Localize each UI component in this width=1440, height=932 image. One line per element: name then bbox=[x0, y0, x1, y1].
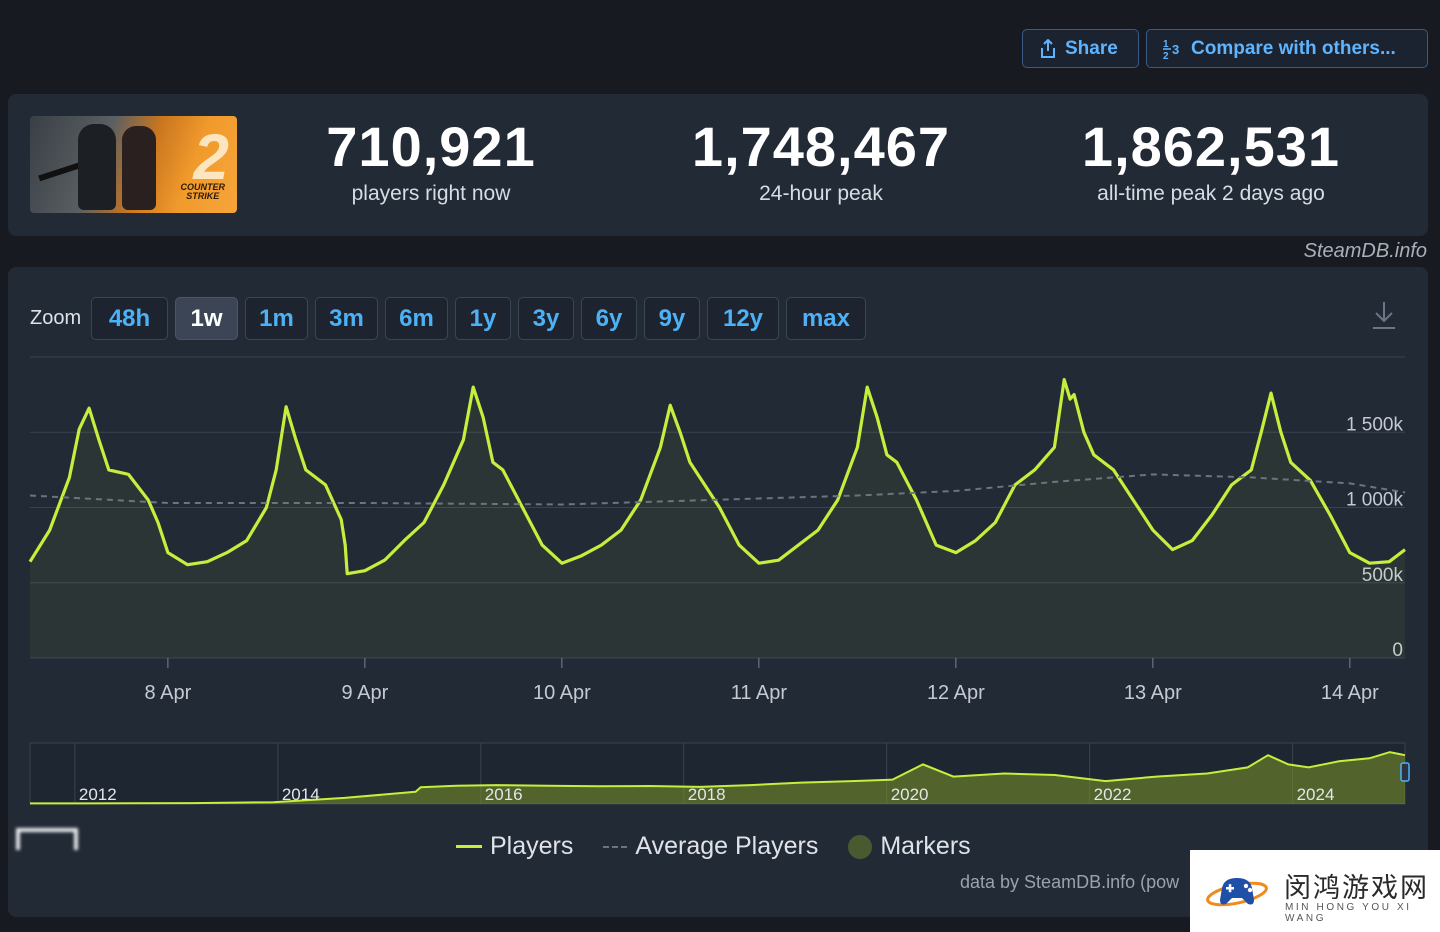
share-label: Share bbox=[1065, 37, 1118, 59]
zoom-option-1y[interactable]: 1y bbox=[455, 297, 511, 340]
game-cover-image[interactable]: 2 COUNTER STRIKE bbox=[30, 116, 237, 213]
share-button[interactable]: Share bbox=[1022, 29, 1139, 68]
download-icon[interactable] bbox=[1371, 300, 1397, 330]
zoom-option-1m[interactable]: 1m bbox=[245, 297, 308, 340]
peak-24h-value: 1,748,467 bbox=[691, 115, 951, 178]
compare-button[interactable]: 1 2 3 Compare with others... bbox=[1146, 29, 1428, 68]
legend-average-label: Average Players bbox=[635, 832, 819, 860]
svg-text:3: 3 bbox=[1172, 42, 1179, 57]
zoom-label: Zoom bbox=[30, 307, 82, 329]
x-tick-label: 8 Apr bbox=[145, 682, 192, 704]
x-tick-label: 10 Apr bbox=[533, 682, 591, 704]
legend-players[interactable]: Players bbox=[456, 832, 573, 861]
y-tick-label: 0 bbox=[1392, 640, 1403, 661]
navigator-tick-label: 2020 bbox=[891, 785, 929, 804]
y-tick-label: 1 500k bbox=[1346, 414, 1404, 435]
markers-swatch bbox=[848, 834, 873, 859]
zoom-option-1w[interactable]: 1w bbox=[175, 297, 238, 340]
players-area bbox=[30, 379, 1405, 658]
site-name-en: MIN HONG YOU XI WANG bbox=[1285, 902, 1412, 924]
all-time-peak-value: 1,862,531 bbox=[1081, 115, 1341, 178]
peak-24h-label: 24-hour peak bbox=[759, 182, 883, 205]
players-swatch bbox=[456, 845, 482, 848]
share-icon bbox=[1041, 38, 1055, 58]
average-swatch bbox=[603, 845, 628, 848]
compare-label: Compare with others... bbox=[1191, 37, 1396, 59]
peak-24h-stat: 1,748,467 24-hour peak bbox=[661, 116, 981, 206]
y-tick-label: 500k bbox=[1362, 565, 1404, 586]
navigator-tick-label: 2024 bbox=[1297, 785, 1335, 804]
svg-text:2: 2 bbox=[1163, 51, 1169, 60]
zoom-option-3y[interactable]: 3y bbox=[518, 297, 574, 340]
site-watermark-badge: 闵鸿游戏网 MIN HONG YOU XI WANG bbox=[1190, 850, 1440, 932]
x-tick-label: 13 Apr bbox=[1124, 682, 1182, 704]
navigator-tick-label: 2014 bbox=[282, 785, 320, 804]
navigator-line bbox=[30, 751, 1406, 805]
navigator-tick-label: 2022 bbox=[1094, 785, 1132, 804]
zoom-option-max[interactable]: max bbox=[786, 297, 866, 340]
legend-players-label: Players bbox=[490, 832, 574, 860]
x-tick-label: 14 Apr bbox=[1321, 682, 1379, 704]
cover-logo-text: COUNTER STRIKE bbox=[181, 183, 226, 201]
player-count-chart[interactable]: 0 500k 1 000k 1 500k 8 Apr 9 Apr 10 Apr 11 Apr 1… bbox=[8, 267, 1428, 827]
all-time-peak-stat[interactable]: 1,862,531 all-time peak 2 days ago bbox=[1051, 116, 1371, 206]
navigator-handle bbox=[1400, 762, 1410, 782]
zoom-option-9y[interactable]: 9y bbox=[644, 297, 700, 340]
average-players-line bbox=[29, 473, 1406, 506]
players-line bbox=[28, 378, 1406, 576]
current-players-value: 710,921 bbox=[326, 115, 536, 178]
x-tick-label: 11 Apr bbox=[731, 682, 788, 704]
cover-logo-number: 2 bbox=[193, 121, 229, 193]
zoom-option-3m[interactable]: 3m bbox=[315, 297, 378, 340]
site-name-cn: 闵鸿游戏网 bbox=[1284, 873, 1429, 904]
source-watermark: SteamDB.info bbox=[1303, 240, 1427, 262]
y-tick-label: 1 000k bbox=[1346, 490, 1404, 511]
navigator-tick-label: 2018 bbox=[688, 785, 726, 804]
navigator-area bbox=[30, 752, 1405, 804]
current-players-stat: 710,921 players right now bbox=[271, 116, 591, 206]
cover-logo-line2: STRIKE bbox=[186, 191, 220, 201]
current-players-label: players right now bbox=[351, 182, 511, 205]
blurred-logo bbox=[16, 826, 156, 862]
x-tick-label: 9 Apr bbox=[342, 682, 389, 704]
legend-markers[interactable]: Markers bbox=[848, 832, 971, 861]
data-credit[interactable]: data by SteamDB.info (pow bbox=[960, 872, 1180, 892]
legend-average[interactable]: Average Players bbox=[603, 832, 818, 861]
svg-text:1: 1 bbox=[1163, 39, 1169, 50]
zoom-option-6m[interactable]: 6m bbox=[385, 297, 448, 340]
gamepad-logo-icon bbox=[1206, 878, 1268, 907]
top-bar: Share 1 2 3 Compare with others... bbox=[0, 0, 1440, 92]
all-time-peak-label: all-time peak 2 days ago bbox=[1097, 182, 1325, 205]
chart-legend: Players Average Players Markers bbox=[456, 832, 971, 861]
cover-art-figure bbox=[122, 126, 156, 210]
legend-markers-label: Markers bbox=[880, 832, 971, 860]
zoom-option-6y[interactable]: 6y bbox=[581, 297, 637, 340]
cover-art-figure bbox=[78, 124, 116, 210]
navigator-tick-label: 2012 bbox=[79, 785, 117, 804]
cover-logo-line1: COUNTER bbox=[180, 182, 226, 192]
zoom-option-12y[interactable]: 12y bbox=[707, 297, 779, 340]
compare-icon: 1 2 3 bbox=[1163, 39, 1179, 60]
x-tick-label: 12 Apr bbox=[927, 682, 985, 704]
navigator-tick-label: 2016 bbox=[485, 785, 523, 804]
stats-panel: 2 COUNTER STRIKE 710,921 players right n… bbox=[8, 94, 1428, 236]
zoom-option-48h[interactable]: 48h bbox=[91, 297, 168, 340]
